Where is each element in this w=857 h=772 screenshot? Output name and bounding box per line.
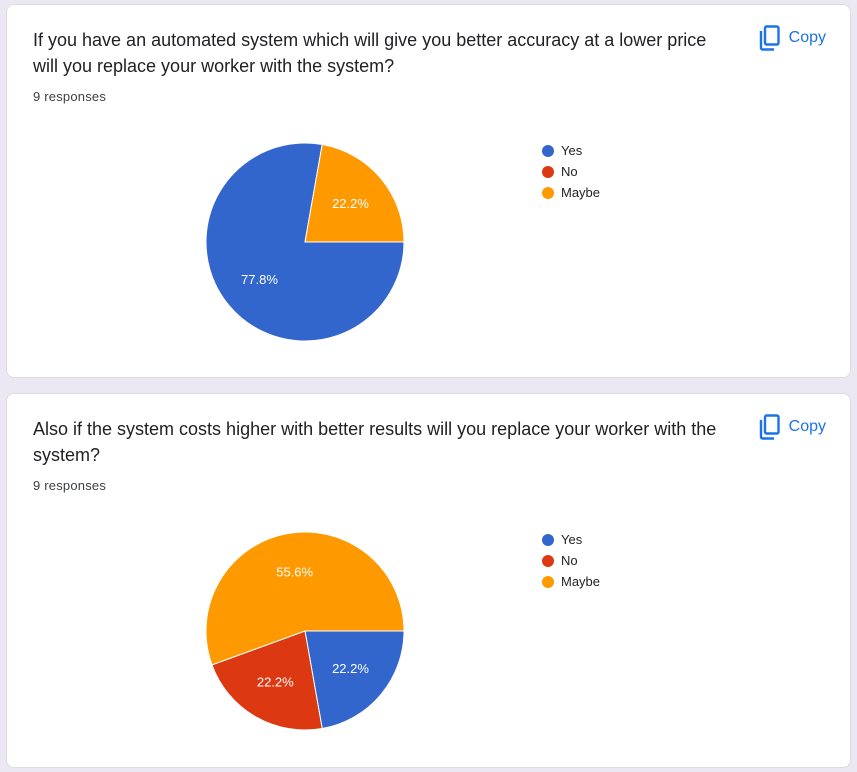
copy-icon <box>759 414 781 440</box>
copy-label: Copy <box>788 418 826 435</box>
pie-chart: 22.2% 22.2% 55.6% <box>205 531 405 731</box>
legend-swatch-no <box>542 554 554 567</box>
legend-label-yes: Yes <box>561 532 583 547</box>
legend-label-yes: Yes <box>561 143 583 158</box>
chart-legend: Yes No Maybe <box>542 529 600 592</box>
legend-swatch-no <box>542 165 554 178</box>
legend-swatch-maybe <box>542 186 554 199</box>
response-count: 9 responses <box>33 89 107 104</box>
copy-button[interactable]: Copy <box>759 25 826 51</box>
legend-item-maybe[interactable]: Maybe <box>542 182 600 203</box>
legend-label-maybe: Maybe <box>561 185 601 200</box>
legend-label-maybe: Maybe <box>561 574 601 589</box>
legend-swatch-yes <box>542 533 554 546</box>
slice-label-maybe: 22.2% <box>332 196 369 211</box>
response-count: 9 responses <box>33 478 107 493</box>
legend-swatch-yes <box>542 144 554 157</box>
copy-label: Copy <box>788 29 826 46</box>
slice-label-yes: 77.8% <box>241 272 278 287</box>
legend-item-no[interactable]: No <box>542 161 600 182</box>
pie-slice-yes[interactable] <box>304 630 405 730</box>
legend-item-yes[interactable]: Yes <box>542 529 600 550</box>
legend-label-no: No <box>561 164 578 179</box>
legend-swatch-maybe <box>542 575 554 588</box>
legend-item-maybe[interactable]: Maybe <box>542 571 600 592</box>
question-title: Also if the system costs higher with bet… <box>33 419 717 465</box>
copy-icon <box>759 25 781 51</box>
pie-slice-no[interactable] <box>211 630 323 731</box>
pie-chart: 77.8% 22.2% <box>205 142 405 342</box>
legend-item-no[interactable]: No <box>542 550 600 571</box>
legend-label-no: No <box>561 553 578 568</box>
question-card: Also if the system costs higher with bet… <box>6 393 851 768</box>
slice-label-maybe: 55.6% <box>276 565 313 580</box>
copy-button[interactable]: Copy <box>759 414 826 440</box>
chart-legend: Yes No Maybe <box>542 140 600 203</box>
legend-item-yes[interactable]: Yes <box>542 140 600 161</box>
slice-label-yes: 22.2% <box>332 661 369 676</box>
question-title: If you have an automated system which wi… <box>33 30 707 76</box>
question-card: If you have an automated system which wi… <box>6 4 851 378</box>
slice-label-no: 22.2% <box>257 674 294 689</box>
pie-slice-maybe[interactable] <box>205 531 405 666</box>
pie-slice-maybe[interactable] <box>304 143 405 243</box>
